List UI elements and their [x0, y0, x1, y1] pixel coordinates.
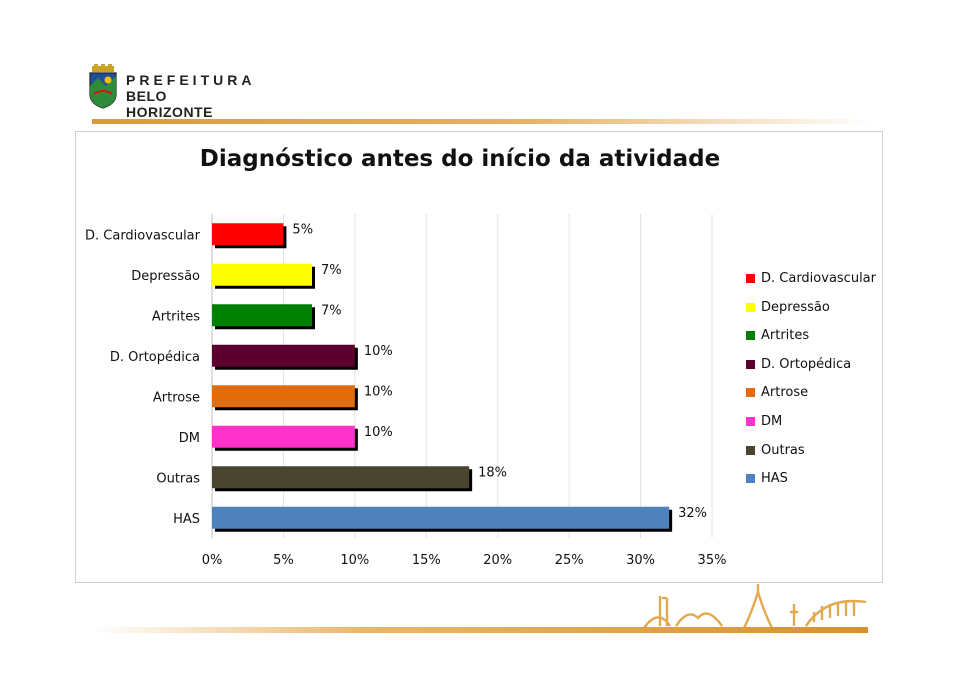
legend-item: HAS [746, 470, 876, 499]
legend-item: D. Ortopédica [746, 356, 876, 385]
bar-7 [212, 466, 470, 489]
category-label: Artrites [152, 309, 200, 324]
legend-swatch [746, 416, 755, 426]
legend-label: D. Cardiovascular [761, 271, 876, 286]
data-label: 32% [678, 506, 707, 521]
legend-item: DM [746, 413, 876, 442]
legend-item: Artrites [746, 327, 876, 356]
data-label: 7% [321, 303, 342, 318]
legend-label: Artrites [761, 328, 810, 344]
prefeitura-logo: PREFEITURA BELO HORIZONTE [86, 64, 256, 120]
data-label: 10% [364, 425, 393, 440]
legend-label: D. Ortopédica [761, 356, 852, 372]
category-label: Depressão [131, 269, 200, 284]
legend-label: Depressão [761, 299, 830, 315]
legend-swatch [746, 274, 755, 283]
data-label: 7% [321, 263, 342, 278]
bar-5 [212, 385, 355, 408]
category-label: Outras [156, 471, 200, 486]
legend-swatch [746, 445, 755, 455]
chart-title: Diagnóstico antes do início da atividade [199, 146, 721, 172]
category-label: D. Ortopédica [110, 350, 200, 365]
logo-title-line1: PREFEITURA [126, 72, 256, 88]
legend-swatch [746, 302, 755, 312]
legend-item: D. Cardiovascular [746, 270, 876, 299]
x-tick-label: 25% [555, 553, 584, 568]
legend-swatch [746, 359, 755, 369]
coat-of-arms-icon [89, 64, 117, 109]
bar-6 [212, 425, 355, 448]
legend-label: Outras [761, 442, 805, 458]
footer-divider [92, 627, 868, 633]
x-tick-label: 35% [698, 553, 727, 568]
bar-1 [212, 223, 284, 246]
x-tick-label: 10% [340, 553, 369, 568]
legend-swatch [746, 474, 755, 484]
category-label: HAS [173, 512, 200, 527]
legend-swatch [746, 388, 755, 398]
legend-swatch [746, 331, 755, 341]
bar-4 [212, 344, 355, 367]
x-tick-label: 15% [412, 553, 441, 568]
category-label: DM [179, 431, 200, 446]
logo-title-line2: BELO HORIZONTE [126, 88, 213, 120]
data-label: 10% [364, 344, 393, 359]
x-tick-label: 5% [273, 553, 294, 568]
data-label: 10% [364, 384, 393, 399]
x-tick-label: 30% [626, 553, 655, 568]
x-tick-label: 0% [202, 553, 223, 568]
x-tick-label: 20% [483, 553, 512, 568]
legend-item: Artrose [746, 384, 876, 413]
legend-item: Depressão [746, 299, 876, 328]
category-label: D. Cardiovascular [85, 228, 201, 243]
legend-item: Outras [746, 442, 876, 471]
category-label: Artrose [153, 390, 200, 405]
legend-label: DM [761, 413, 783, 429]
bar-3 [212, 304, 312, 327]
legend-label: HAS [761, 471, 788, 487]
header-divider [92, 119, 872, 124]
chart-legend: D. Cardiovascular Depressão Artrites D. Ort… [746, 270, 876, 499]
legend-label: Artrose [761, 385, 809, 401]
bar-8 [212, 506, 670, 529]
city-skyline-icon [643, 584, 867, 629]
data-label: 5% [292, 222, 313, 237]
data-label: 18% [478, 465, 507, 480]
bar-2 [212, 263, 312, 286]
